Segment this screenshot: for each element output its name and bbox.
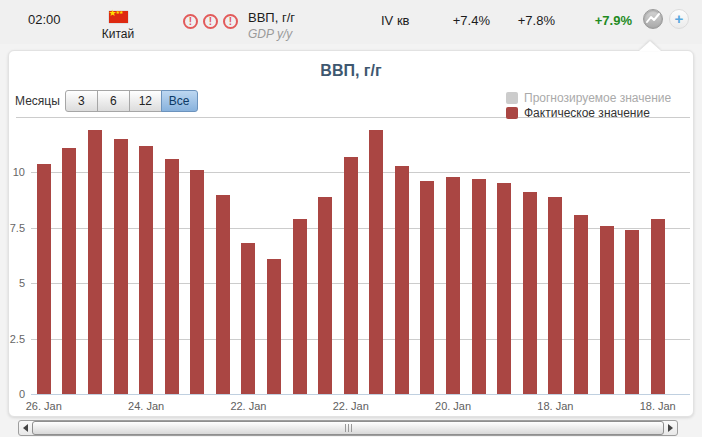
flag-stars-small: ★★: [116, 8, 123, 16]
range-button-12[interactable]: 12: [129, 90, 162, 112]
range-button-Все[interactable]: Все: [161, 90, 198, 112]
plus-icon: +: [675, 10, 684, 27]
actual-value: +7.9%: [586, 13, 632, 28]
previous-value: +7.4%: [444, 13, 490, 28]
event-name-en: GDP y/y: [248, 27, 295, 41]
bar[interactable]: [139, 146, 153, 394]
bar[interactable]: [472, 179, 486, 394]
bar[interactable]: [395, 166, 409, 394]
event-cell: ВВП, г/г GDP y/y: [248, 10, 295, 41]
chart-popover: ВВП, г/г Месяцы 3612Все Прогнозируемое зн…: [8, 50, 694, 417]
bar[interactable]: [37, 164, 51, 394]
importance-icon: !: [183, 14, 198, 29]
scroll-grip: [351, 424, 352, 432]
y-axis-label: 7.5: [0, 222, 25, 234]
range-selector: Месяцы 3612Все: [15, 90, 198, 112]
legend-label: Фактическое значение: [524, 106, 650, 120]
country-name: Китай: [92, 27, 144, 41]
bar[interactable]: [574, 215, 588, 394]
range-buttons: 3612Все: [66, 93, 198, 107]
x-axis-label: 18. Jan: [527, 400, 583, 412]
horizontal-scrollbar[interactable]: [18, 420, 678, 436]
event-period: IV кв: [381, 13, 410, 28]
forecast-value: +7.8%: [509, 13, 555, 28]
bar[interactable]: [293, 219, 307, 394]
legend-item[interactable]: Прогнозируемое значение: [506, 90, 671, 105]
importance-icon: !: [203, 14, 218, 29]
scroll-left-button[interactable]: [19, 421, 32, 435]
x-axis-label: 26. Jan: [16, 400, 72, 412]
x-axis-label: 20. Jan: [425, 400, 481, 412]
popover-notch: [639, 41, 661, 51]
legend-swatch-icon: [506, 92, 518, 104]
bar[interactable]: [190, 170, 204, 394]
bar[interactable]: [600, 226, 614, 394]
gridline: [31, 172, 690, 173]
bar[interactable]: [114, 139, 128, 394]
scroll-right-arrow-icon: [668, 424, 673, 432]
x-axis-label: 24. Jan: [118, 400, 174, 412]
bar[interactable]: [344, 157, 358, 394]
legend-swatch-icon: [506, 107, 518, 119]
bar[interactable]: [548, 197, 562, 394]
country-cell: ★★★ Китай: [92, 11, 144, 41]
add-event-button[interactable]: +: [669, 9, 689, 29]
range-button-6[interactable]: 6: [97, 90, 130, 112]
legend-label: Прогнозируемое значение: [524, 91, 671, 105]
scroll-left-arrow-icon: [23, 424, 28, 432]
scroll-grip: [348, 424, 349, 432]
importance-icon: !: [223, 14, 238, 29]
bar[interactable]: [241, 243, 255, 394]
bar[interactable]: [216, 195, 230, 394]
scroll-right-button[interactable]: [664, 421, 677, 435]
china-flag-icon: ★★★: [109, 11, 128, 23]
event-name: ВВП, г/г: [248, 10, 295, 25]
x-axis-line: [31, 394, 690, 395]
bar[interactable]: [88, 130, 102, 394]
bar[interactable]: [165, 159, 179, 394]
scroll-thumb[interactable]: [32, 421, 664, 435]
bar[interactable]: [651, 219, 665, 394]
y-axis-label: 10: [0, 166, 25, 178]
gridline: [31, 339, 690, 340]
y-axis-label: 2.5: [0, 333, 25, 345]
y-axis-label: 0: [0, 388, 25, 400]
gridline: [31, 283, 690, 284]
importance-indicator: !!!: [183, 13, 243, 29]
plot-area: 02.557.51026. Jan24. Jan22. Jan22. Jan20…: [31, 117, 690, 394]
gridline: [31, 228, 690, 229]
legend-item[interactable]: Фактическое значение: [506, 105, 671, 120]
x-axis-label: 18. Jan: [630, 400, 686, 412]
legend: Прогнозируемое значениеФактическое значе…: [506, 90, 671, 120]
bar[interactable]: [625, 230, 639, 394]
event-time: 02:00: [28, 12, 61, 27]
x-axis-label: 22. Jan: [323, 400, 379, 412]
chart-toggle-button[interactable]: [643, 9, 663, 29]
bar[interactable]: [318, 197, 332, 394]
bar[interactable]: [62, 148, 76, 394]
range-button-3[interactable]: 3: [65, 90, 98, 112]
bar[interactable]: [420, 181, 434, 394]
bar[interactable]: [446, 177, 460, 394]
economic-calendar-widget: 02:00 ★★★ Китай !!! ВВП, г/г GDP y/y IV …: [0, 0, 702, 437]
bar[interactable]: [267, 259, 281, 394]
months-label: Месяцы: [15, 94, 60, 108]
line-chart-icon: [644, 10, 662, 28]
bar[interactable]: [369, 130, 383, 394]
bar[interactable]: [523, 192, 537, 394]
y-axis-label: 5: [0, 277, 25, 289]
x-axis-label: 22. Jan: [220, 400, 276, 412]
calendar-event-row[interactable]: 02:00 ★★★ Китай !!! ВВП, г/г GDP y/y IV …: [0, 0, 702, 44]
scroll-grip: [345, 424, 346, 432]
bar[interactable]: [497, 183, 511, 394]
chart-title: ВВП, г/г: [9, 62, 693, 80]
